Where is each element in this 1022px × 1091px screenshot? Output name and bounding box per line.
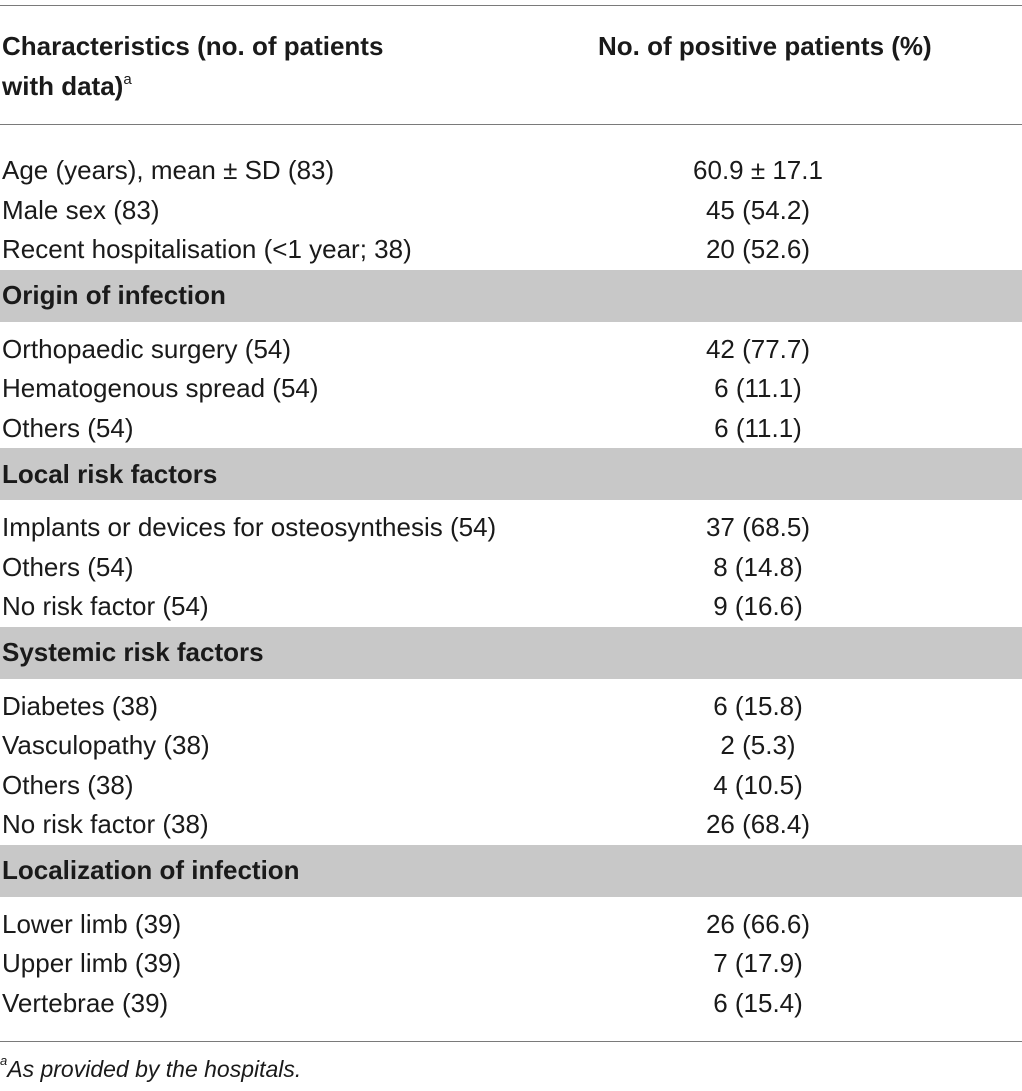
section-header: Localization of infection [0,844,1022,897]
row-label: Hematogenous spread (54) [2,373,319,404]
row-value: 60.9 ± 17.1 [693,155,823,186]
header-footnote-marker: a [123,71,132,88]
table-row: No risk factor (54) 9 (16.6) [0,587,1022,627]
row-label: Others (54) [2,551,134,582]
row-label: No risk factor (38) [2,809,209,840]
row-value: 20 (52.6) [705,234,811,265]
table-row: Age (years), mean ± SD (83) 60.9 ± 17.1 [0,151,1022,191]
row-value: 6 (11.1) [714,412,802,443]
table-row: Male sex (83) 45 (54.2) [0,191,1022,231]
row-label: Vasculopathy (38) [2,730,210,761]
row-value: 37 (68.5) [705,512,811,543]
row-label: Implants or devices for osteosynthesis (… [2,512,497,543]
row-value: 2 (5.3) [720,730,796,761]
row-label: Diabetes (38) [2,690,159,721]
table-row: Vertebrae (39) 6 (15.4) [0,984,1022,1024]
section-header: Systemic risk factors [0,626,1022,679]
header-characteristics: Characteristics (no. of patients with da… [0,6,560,124]
table-footnote: aAs provided by the hospitals. [0,1053,1022,1083]
footnote-text: As provided by the hospitals. [7,1056,302,1082]
section-header: Local risk factors [0,448,1022,500]
table-row: Others (54) 8 (14.8) [0,548,1022,588]
row-label: Others (54) [2,412,134,443]
row-label: Vertebrae (39) [2,987,169,1018]
row-value: 6 (15.8) [713,690,803,721]
row-label: Orthopaedic surgery (54) [2,333,292,364]
top-rule [0,5,1022,6]
header-rule [0,124,1022,125]
table-row: Hematogenous spread (54) 6 (11.1) [0,369,1022,409]
row-value: 6 (11.1) [714,373,802,404]
table-row: Others (38) 4 (10.5) [0,766,1022,806]
row-value: 4 (10.5) [713,769,803,800]
header-positive-patients: No. of positive patients (%) [598,31,932,61]
bottom-rule [0,1041,1022,1042]
row-label: Age (years), mean ± SD (83) [2,155,335,186]
row-value: 6 (15.4) [713,987,803,1018]
table-row: Others (54) 6 (11.1) [0,409,1022,449]
table-row: Lower limb (39) 26 (66.6) [0,905,1022,945]
row-value: 26 (66.6) [705,908,811,939]
table-body: Age (years), mean ± SD (83) 60.9 ± 17.1 Ma… [0,125,1022,1023]
header-characteristics-line1: Characteristics (no. of patients [2,31,384,61]
header-characteristics-line2-wrap: with data)a [2,66,560,106]
row-value: 26 (68.4) [705,809,811,840]
row-value: 45 (54.2) [705,194,811,225]
header-characteristics-line2: with data) [2,71,124,101]
table-row: Vasculopathy (38) 2 (5.3) [0,726,1022,766]
row-label: Male sex (83) [2,194,160,225]
table-row: Diabetes (38) 6 (15.8) [0,687,1022,727]
section-header: Origin of infection [0,269,1022,322]
row-label: Lower limb (39) [2,908,182,939]
row-label: Others (38) [2,769,134,800]
table-row: Implants or devices for osteosynthesis (… [0,508,1022,548]
table-header: Characteristics (no. of patients with da… [0,6,1022,124]
row-label: Upper limb (39) [2,948,182,979]
row-label: No risk factor (54) [2,591,209,622]
row-value: 9 (16.6) [713,591,803,622]
footnote-marker: a [0,1053,8,1068]
table-row: Orthopaedic surgery (54) 42 (77.7) [0,330,1022,370]
table-row: No risk factor (38) 26 (68.4) [0,805,1022,845]
row-value: 42 (77.7) [705,333,811,364]
row-label: Recent hospitalisation (<1 year; 38) [2,234,412,265]
row-value: 8 (14.8) [713,551,803,582]
table-row: Recent hospitalisation (<1 year; 38) 20 (… [0,230,1022,270]
table-row: Upper limb (39) 7 (17.9) [0,944,1022,984]
row-value: 7 (17.9) [713,948,803,979]
